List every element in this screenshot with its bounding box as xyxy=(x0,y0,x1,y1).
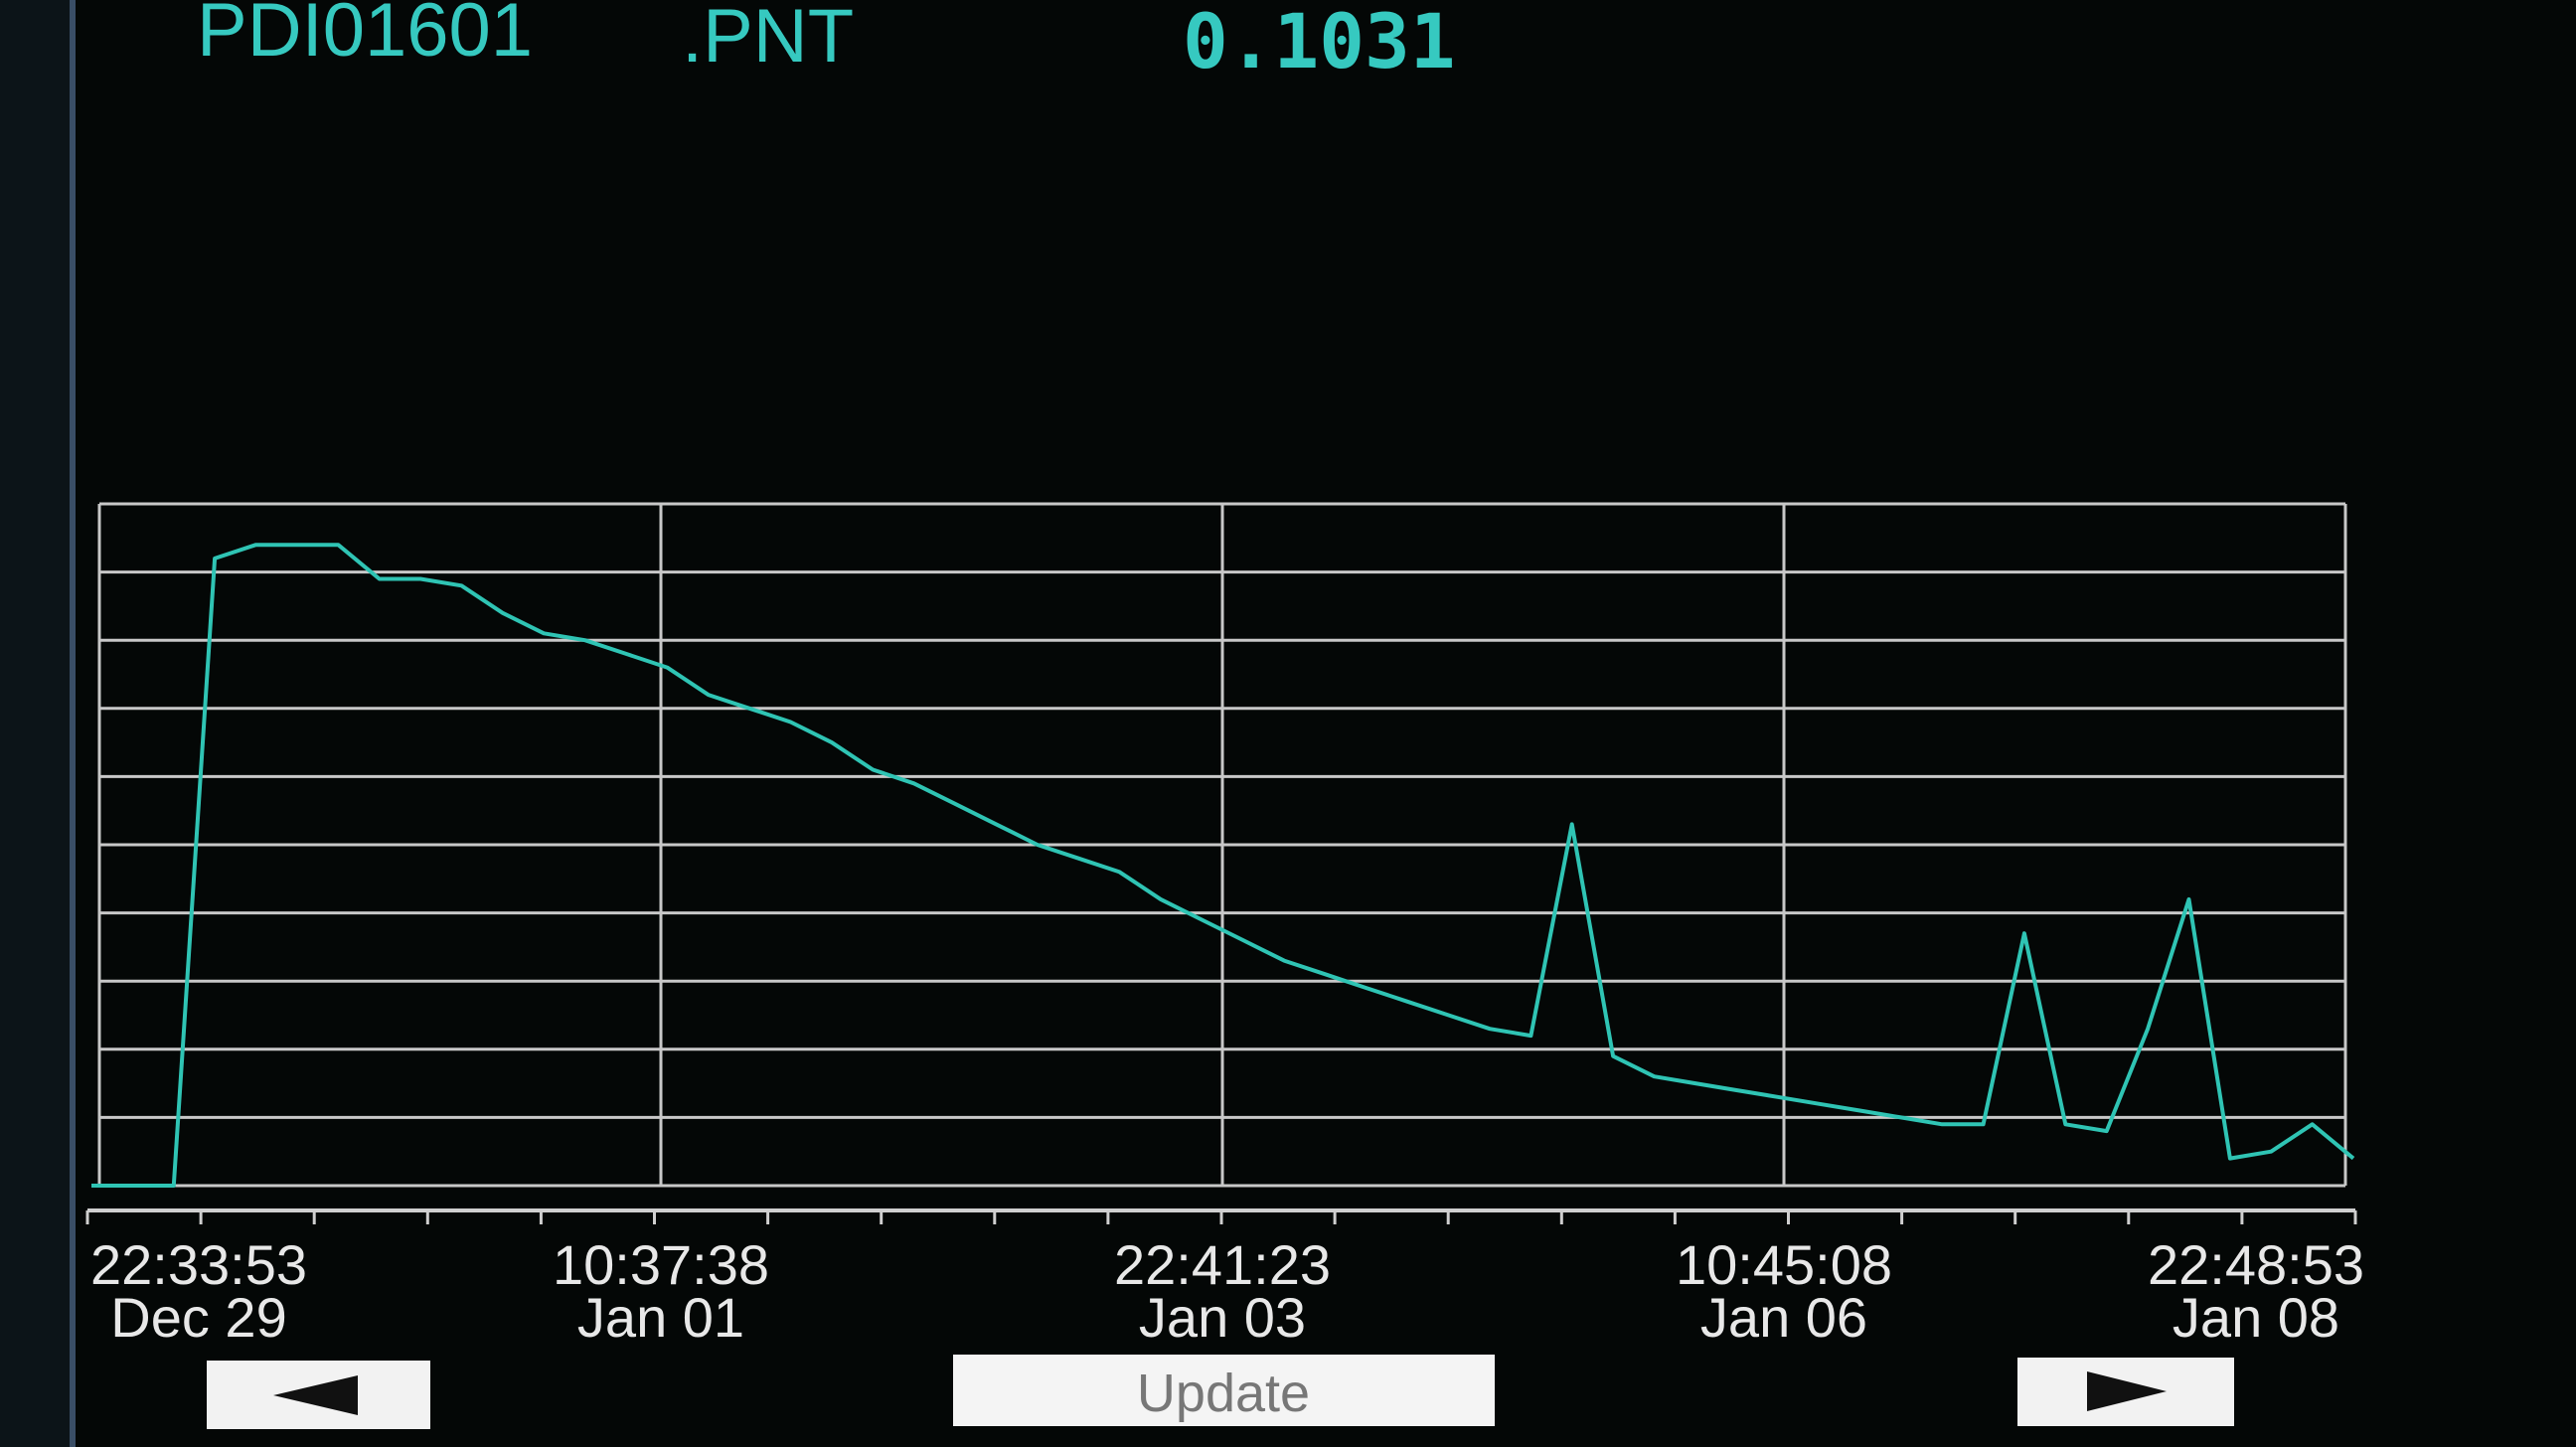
x-time-label: 22:48:53 xyxy=(2148,1233,2364,1296)
trend-line xyxy=(91,543,2355,1188)
button-bg[interactable] xyxy=(953,1355,1495,1426)
x-date-label: Dec 29 xyxy=(110,1286,286,1349)
x-time-label: 22:41:23 xyxy=(1114,1233,1331,1296)
frame-edge xyxy=(70,0,76,1447)
right-arrow xyxy=(2087,1371,2167,1411)
scroll-left-button[interactable] xyxy=(207,1361,430,1429)
tag-suffix: .PNT xyxy=(682,0,854,79)
x-date-label: Jan 03 xyxy=(1139,1286,1306,1349)
x-time-label: 10:37:38 xyxy=(553,1233,769,1296)
x-time-label: 22:33:53 xyxy=(90,1233,307,1296)
x-date-label: Jan 08 xyxy=(2173,1286,2339,1349)
x-date-label: Jan 01 xyxy=(577,1286,744,1349)
left-arrow xyxy=(273,1375,358,1415)
left-frame xyxy=(0,0,70,1447)
x-time-label: 10:45:08 xyxy=(1676,1233,1892,1296)
current-value: 0.1031 xyxy=(1183,0,1456,85)
tag-name: PDI01601 xyxy=(197,0,533,73)
scroll-right-button[interactable] xyxy=(2017,1358,2234,1426)
update-button[interactable]: Update xyxy=(953,1355,1495,1426)
x-date-label: Jan 06 xyxy=(1700,1286,1867,1349)
update-label: Update xyxy=(1137,1364,1310,1423)
